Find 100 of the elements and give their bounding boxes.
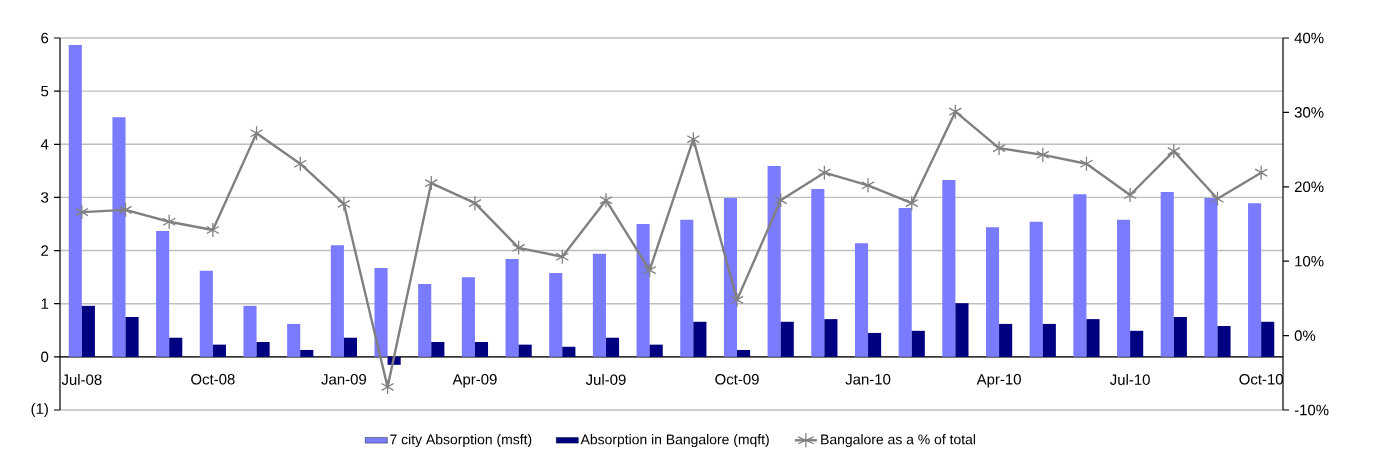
bar [955,303,969,357]
legend-label: Absorption in Bangalore (mqft) [580,434,769,448]
point [249,125,264,141]
point [905,195,919,211]
point [1167,143,1181,159]
x-tick-label: Jul-08 [61,373,102,385]
y2-tick-label: 0% [1294,330,1316,341]
bar [343,337,358,357]
bar [505,259,519,357]
bar [942,179,956,357]
point [948,104,963,120]
point [1036,147,1050,163]
bar [1086,319,1100,357]
x-tick-label: Oct-09 [715,373,759,385]
point [293,156,307,172]
bar [605,337,620,357]
x-tick-label: Jan-09 [321,373,367,385]
point [817,165,832,181]
point [1079,156,1094,172]
bar [68,44,82,357]
point [1123,187,1137,203]
y-tick-label: 2 [41,245,49,256]
point [642,262,657,278]
bar [767,166,781,357]
y-tick-label: 5 [41,85,49,97]
legend-label: Bangalore as a % of total [821,434,976,448]
bar [156,230,170,357]
bar [985,227,1000,357]
bar [636,224,650,357]
bar [256,341,270,357]
x-tick-label: Apr-10 [976,373,1021,388]
point [380,379,395,395]
legend-label: 7 city Absorption (msft) [390,434,532,448]
point [730,292,744,308]
bar [1042,323,1056,357]
bar [330,245,344,357]
bar [287,323,301,357]
x-tick-label: Apr-09 [452,373,497,388]
bar [999,323,1013,357]
y2-tick-label: 30% [1294,107,1324,118]
bar [169,337,183,357]
y-tick-label: 6 [41,32,49,44]
y2-tick-label: 10% [1295,255,1324,267]
point [468,195,482,211]
bar [811,188,825,357]
x-tick-label: Jul-10 [1110,373,1150,385]
point [1210,191,1225,207]
y2-tick-label: 20% [1294,181,1324,193]
point [75,204,89,220]
bar [680,219,694,357]
bar [911,330,925,357]
point [424,175,438,191]
bar [1117,219,1131,357]
x-tick-label: Oct-08 [191,373,235,385]
bar [1217,326,1231,357]
point [511,240,526,256]
bar [780,321,794,357]
point [1254,165,1268,181]
bar [1029,221,1043,357]
bar [824,319,838,357]
x-tick-label: Jan-10 [845,373,891,385]
bar [649,344,663,357]
bar [868,332,882,357]
x-tick-label: Jul-09 [585,373,626,385]
bar [723,197,738,357]
bar [418,284,432,357]
bar [737,349,751,357]
point [118,202,133,218]
point [861,177,875,193]
point [992,140,1006,156]
bar [474,341,489,357]
bar [1160,192,1174,357]
point [162,214,176,230]
y-tick-label: 1 [41,298,49,309]
y2-tick-label: 40% [1294,32,1324,44]
bar [854,243,869,357]
point [686,131,701,147]
point [206,222,220,238]
bar [461,277,475,357]
y-tick-label: 4 [40,139,49,150]
bar [125,317,139,357]
bar [592,253,606,357]
y-tick-label: 3 [41,192,49,203]
bar [693,321,707,357]
point [599,192,613,208]
bar [300,349,314,357]
bar [212,344,226,357]
y2-tick-label: -10% [1294,404,1329,416]
y-tick-label: 0 [41,351,49,363]
bar [112,117,126,357]
bar [1130,330,1144,357]
bar [431,341,445,357]
bar [1261,321,1275,357]
bar [518,344,532,357]
bar [898,208,912,357]
bar [81,305,95,357]
bar [1248,203,1262,357]
bar [549,272,563,357]
bar [562,346,576,357]
point [774,192,788,208]
